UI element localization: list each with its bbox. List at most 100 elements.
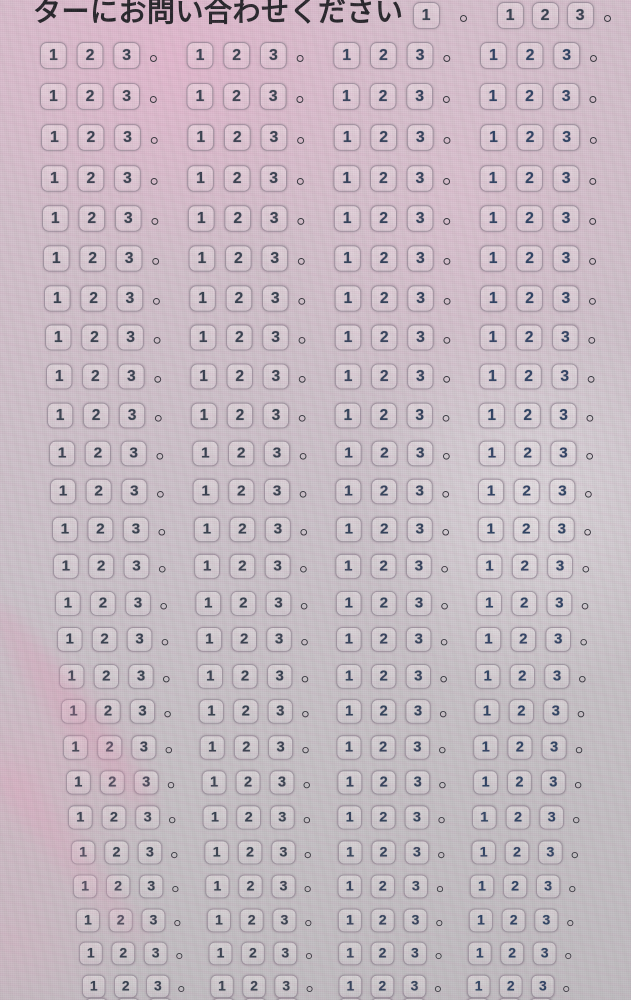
option-button-3[interactable]: 3	[566, 1, 594, 29]
option-button-3[interactable]: 3	[260, 164, 288, 192]
option-button-2[interactable]: 2	[113, 974, 138, 998]
option-button-3[interactable]: 3	[405, 699, 431, 724]
option-button-3[interactable]: 3	[115, 205, 142, 232]
option-button-2[interactable]: 2	[229, 553, 256, 579]
option-button-1[interactable]: 1	[478, 478, 505, 504]
option-button-1[interactable]: 1	[201, 770, 227, 795]
option-button-3[interactable]: 3	[143, 941, 168, 965]
option-button-2[interactable]: 2	[516, 41, 544, 69]
option-button-2[interactable]: 2	[238, 873, 263, 898]
option-button-3[interactable]: 3	[406, 123, 434, 151]
option-button-3[interactable]: 3	[121, 478, 148, 504]
option-button-2[interactable]: 2	[507, 734, 533, 760]
option-button-1[interactable]: 1	[196, 626, 222, 652]
option-button-1[interactable]: 1	[478, 440, 505, 466]
option-button-3[interactable]: 3	[271, 873, 296, 898]
option-button-2[interactable]: 2	[77, 164, 105, 192]
option-button-1[interactable]: 1	[58, 663, 85, 688]
option-button-2[interactable]: 2	[513, 478, 540, 504]
option-button-1[interactable]: 1	[479, 245, 507, 272]
option-button-1[interactable]: 1	[475, 626, 502, 652]
option-button-3[interactable]: 3	[261, 284, 289, 311]
option-button-1[interactable]: 1	[479, 123, 507, 151]
option-button-3[interactable]: 3	[539, 804, 564, 830]
option-button-2[interactable]: 2	[370, 974, 395, 998]
option-button-2[interactable]: 2	[108, 907, 133, 932]
option-button-3[interactable]: 3	[532, 941, 557, 965]
option-button-2[interactable]: 2	[370, 363, 398, 389]
option-button-1[interactable]: 1	[188, 205, 215, 232]
option-button-2[interactable]: 2	[231, 626, 257, 652]
option-button-1[interactable]: 1	[476, 553, 503, 579]
option-button-3[interactable]: 3	[262, 401, 290, 428]
option-button-3[interactable]: 3	[128, 663, 154, 688]
option-button-1[interactable]: 1	[478, 401, 505, 428]
option-button-3[interactable]: 3	[534, 907, 559, 932]
option-button-3[interactable]: 3	[403, 907, 428, 932]
option-button-1[interactable]: 1	[333, 164, 361, 192]
option-button-3[interactable]: 3	[550, 401, 577, 428]
option-button-3[interactable]: 3	[553, 164, 580, 192]
option-button-3[interactable]: 3	[264, 478, 291, 504]
option-button-2[interactable]: 2	[85, 478, 112, 504]
option-button-3[interactable]: 3	[536, 873, 561, 898]
option-button-2[interactable]: 2	[237, 839, 262, 864]
option-button-1[interactable]: 1	[193, 515, 220, 542]
option-button-3[interactable]: 3	[552, 284, 579, 311]
option-button-2[interactable]: 2	[370, 515, 397, 542]
option-button-3[interactable]: 3	[263, 440, 290, 466]
option-button-2[interactable]: 2	[511, 590, 538, 616]
option-button-2[interactable]: 2	[508, 699, 534, 724]
option-button-2[interactable]: 2	[76, 41, 104, 69]
option-button-3[interactable]: 3	[403, 873, 429, 898]
option-button-1[interactable]: 1	[187, 164, 215, 192]
option-button-1[interactable]: 1	[48, 440, 75, 466]
option-button-1[interactable]: 1	[337, 770, 362, 795]
option-button-2[interactable]: 2	[226, 363, 253, 389]
option-button-2[interactable]: 2	[227, 440, 254, 466]
option-button-3[interactable]: 3	[113, 41, 141, 69]
option-button-2[interactable]: 2	[370, 41, 397, 69]
option-button-3[interactable]: 3	[139, 873, 164, 898]
option-button-3[interactable]: 3	[405, 663, 431, 688]
option-button-2[interactable]: 2	[370, 324, 398, 351]
option-button-2[interactable]: 2	[370, 123, 397, 151]
option-button-1[interactable]: 1	[202, 804, 228, 830]
option-button-3[interactable]: 3	[406, 515, 433, 542]
option-button-1[interactable]: 1	[42, 205, 69, 232]
option-button-3[interactable]: 3	[406, 245, 434, 272]
option-button-3[interactable]: 3	[260, 82, 287, 110]
option-button-2[interactable]: 2	[106, 873, 131, 898]
option-button-1[interactable]: 1	[496, 1, 524, 29]
option-button-3[interactable]: 3	[406, 401, 434, 428]
option-button-3[interactable]: 3	[406, 553, 432, 579]
option-button-2[interactable]: 2	[79, 245, 106, 272]
option-button-1[interactable]: 1	[338, 974, 362, 998]
option-button-1[interactable]: 1	[186, 41, 214, 69]
option-button-3[interactable]: 3	[537, 839, 563, 864]
option-button-3[interactable]: 3	[264, 553, 291, 579]
option-button-2[interactable]: 2	[501, 907, 526, 932]
option-button-1[interactable]: 1	[472, 804, 497, 830]
option-button-2[interactable]: 2	[514, 440, 541, 466]
option-button-2[interactable]: 2	[111, 941, 135, 965]
option-button-2[interactable]: 2	[531, 1, 559, 29]
option-button-3[interactable]: 3	[262, 363, 289, 389]
option-button-1[interactable]: 1	[73, 873, 98, 898]
option-button-3[interactable]: 3	[114, 164, 142, 192]
option-button-2[interactable]: 2	[235, 770, 260, 795]
option-button-1[interactable]: 1	[53, 553, 79, 579]
option-button-2[interactable]: 2	[516, 164, 544, 192]
option-button-1[interactable]: 1	[187, 123, 214, 151]
option-button-3[interactable]: 3	[268, 734, 294, 760]
option-button-2[interactable]: 2	[88, 553, 115, 579]
option-button-1[interactable]: 1	[337, 804, 362, 830]
option-button-1[interactable]: 1	[81, 974, 106, 998]
option-button-2[interactable]: 2	[370, 284, 398, 311]
option-button-2[interactable]: 2	[223, 123, 251, 151]
option-button-3[interactable]: 3	[404, 839, 429, 864]
option-button-2[interactable]: 2	[370, 440, 397, 466]
option-button-2[interactable]: 2	[370, 839, 396, 864]
option-button-3[interactable]: 3	[133, 770, 159, 795]
option-button-1[interactable]: 1	[55, 590, 81, 616]
